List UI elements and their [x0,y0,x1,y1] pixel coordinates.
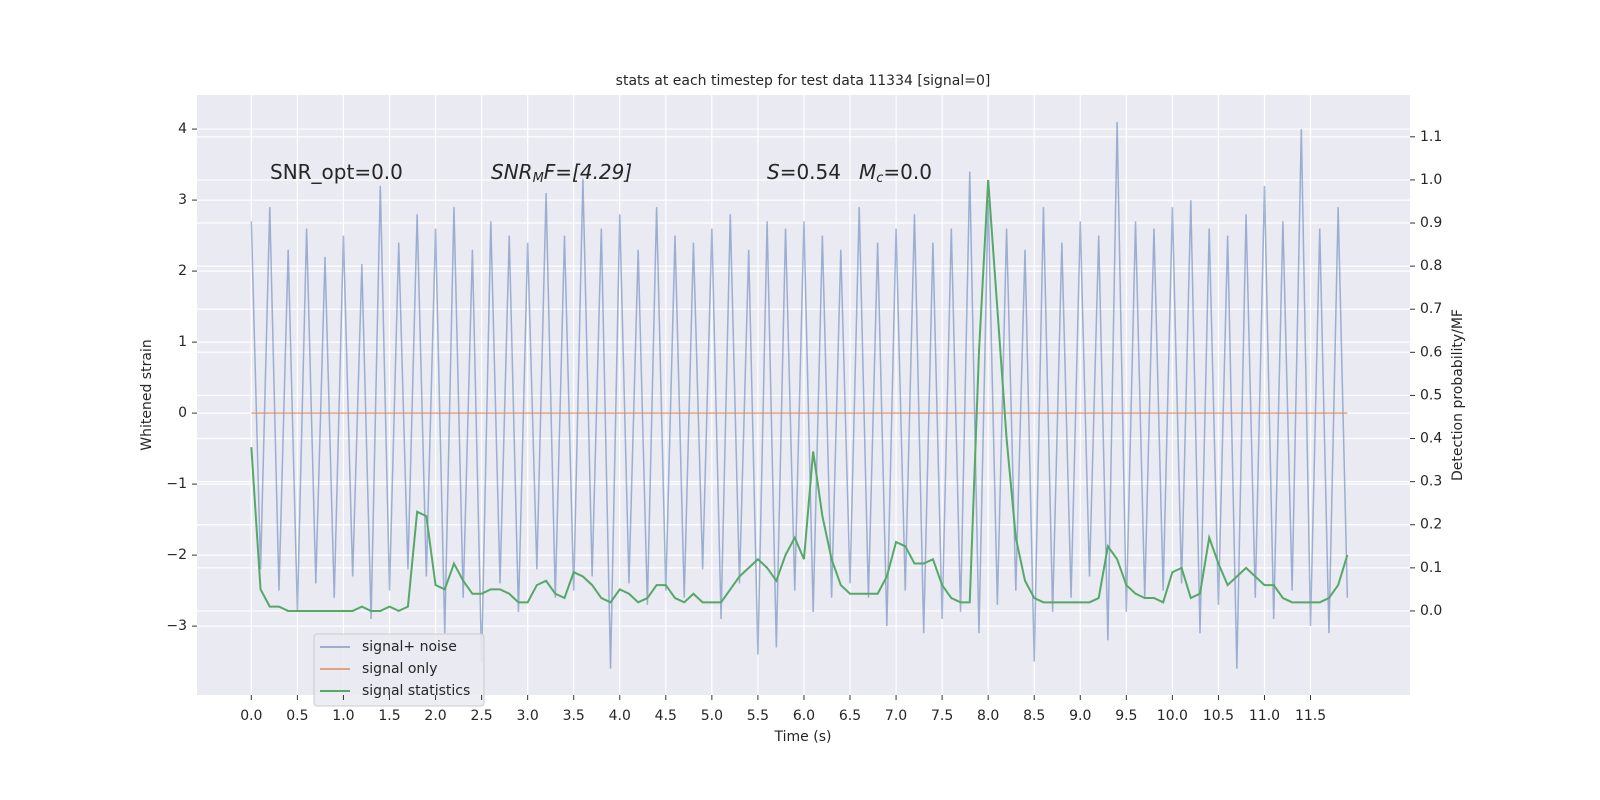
y-tick-label: 3 [178,192,187,208]
x-tick-label: 1.0 [332,708,354,724]
annotation-part: M [533,171,544,186]
annotation-part: =0.0 [883,160,932,184]
marks [250,121,1349,669]
x-tick-label: 5.5 [747,708,769,724]
annotation-part: c [876,171,883,186]
y2-tick-label: 0.3 [1420,474,1442,490]
x-tick-label: 6.5 [839,708,861,724]
y2-tick-label: 0.6 [1420,344,1442,360]
chart-title: stats at each timestep for test data 113… [616,73,991,89]
annotation: SNRMF=[4.29] [491,160,632,186]
x-tick-label: 4.0 [609,708,631,724]
legend-box [313,633,485,707]
x-axis-label: Time (s) [774,729,832,745]
x-tick-label: 11.5 [1295,708,1326,724]
x-tick-label: 4.5 [655,708,677,724]
annotation-part: F=[4.29] [544,160,632,184]
x-tick-label: 8.0 [977,708,999,724]
y2-axis-label: Detection probability/MF [1450,309,1466,481]
y2-tick-label: 0.2 [1420,517,1442,533]
y-axis-label: Whitened strain [139,339,155,450]
y2-tick-label: 0.8 [1420,258,1442,274]
y2-tick-label: 1.1 [1420,129,1442,145]
y-tick-label: −2 [166,547,187,563]
x-tick-label: 2.0 [424,708,446,724]
y2-tick-label: 0.9 [1420,215,1442,231]
x-tick-label: 0.5 [286,708,308,724]
annotation: S=0.54 Mc=0.0 [767,160,932,186]
y2-tick-label: 0.0 [1420,603,1442,619]
y-tick-label: 0 [178,405,187,421]
legend-label: signal+ noise [362,639,457,655]
x-tick-label: 3.5 [563,708,585,724]
annotation: SNR_opt=0.0 [270,160,403,184]
y-tick-label: −1 [166,476,187,492]
x-tick-label: 1.5 [378,708,400,724]
y-tick-label: 4 [178,121,187,137]
x-tick-label: 6.0 [793,708,815,724]
y2-tick-label: 0.7 [1420,301,1442,317]
x-tick-label: 5.0 [701,708,723,724]
y-tick-label: 1 [178,334,187,350]
x-tick-label: 2.5 [470,708,492,724]
y2-tick-label: 0.1 [1420,560,1442,576]
y-tick-label: −3 [166,618,187,634]
line-series [250,121,1349,669]
x-tick-label: 10.0 [1157,708,1188,724]
annotation-part: =0.54 [780,160,841,184]
x-tick-label: 8.5 [1023,708,1045,724]
x-tick-label: 7.5 [931,708,953,724]
x-tick-label: 11.0 [1249,708,1280,724]
y2-tick-label: 0.4 [1420,431,1442,447]
x-tick-label: 9.5 [1115,708,1137,724]
line-series [250,179,1349,613]
annotation-part: M [859,160,876,184]
legend-label: signal statistics [362,683,470,699]
y2-tick-label: 0.5 [1420,387,1442,403]
x-tick-label: 3.0 [517,708,539,724]
x-tick-label: 0.0 [240,708,262,724]
legend-label: signal only [362,661,437,677]
annotation-part: SNR [491,160,533,184]
x-tick-label: 9.0 [1069,708,1091,724]
annotation-part: SNR_opt=0.0 [270,160,403,184]
y2-tick-label: 1.0 [1420,172,1442,188]
y-tick-label: 2 [178,263,187,279]
annotation-part: S [767,160,780,184]
x-tick-label: 10.5 [1203,708,1234,724]
x-tick-label: 7.0 [885,708,907,724]
legend: signal+ noise signal only signal statistic… [313,633,485,707]
